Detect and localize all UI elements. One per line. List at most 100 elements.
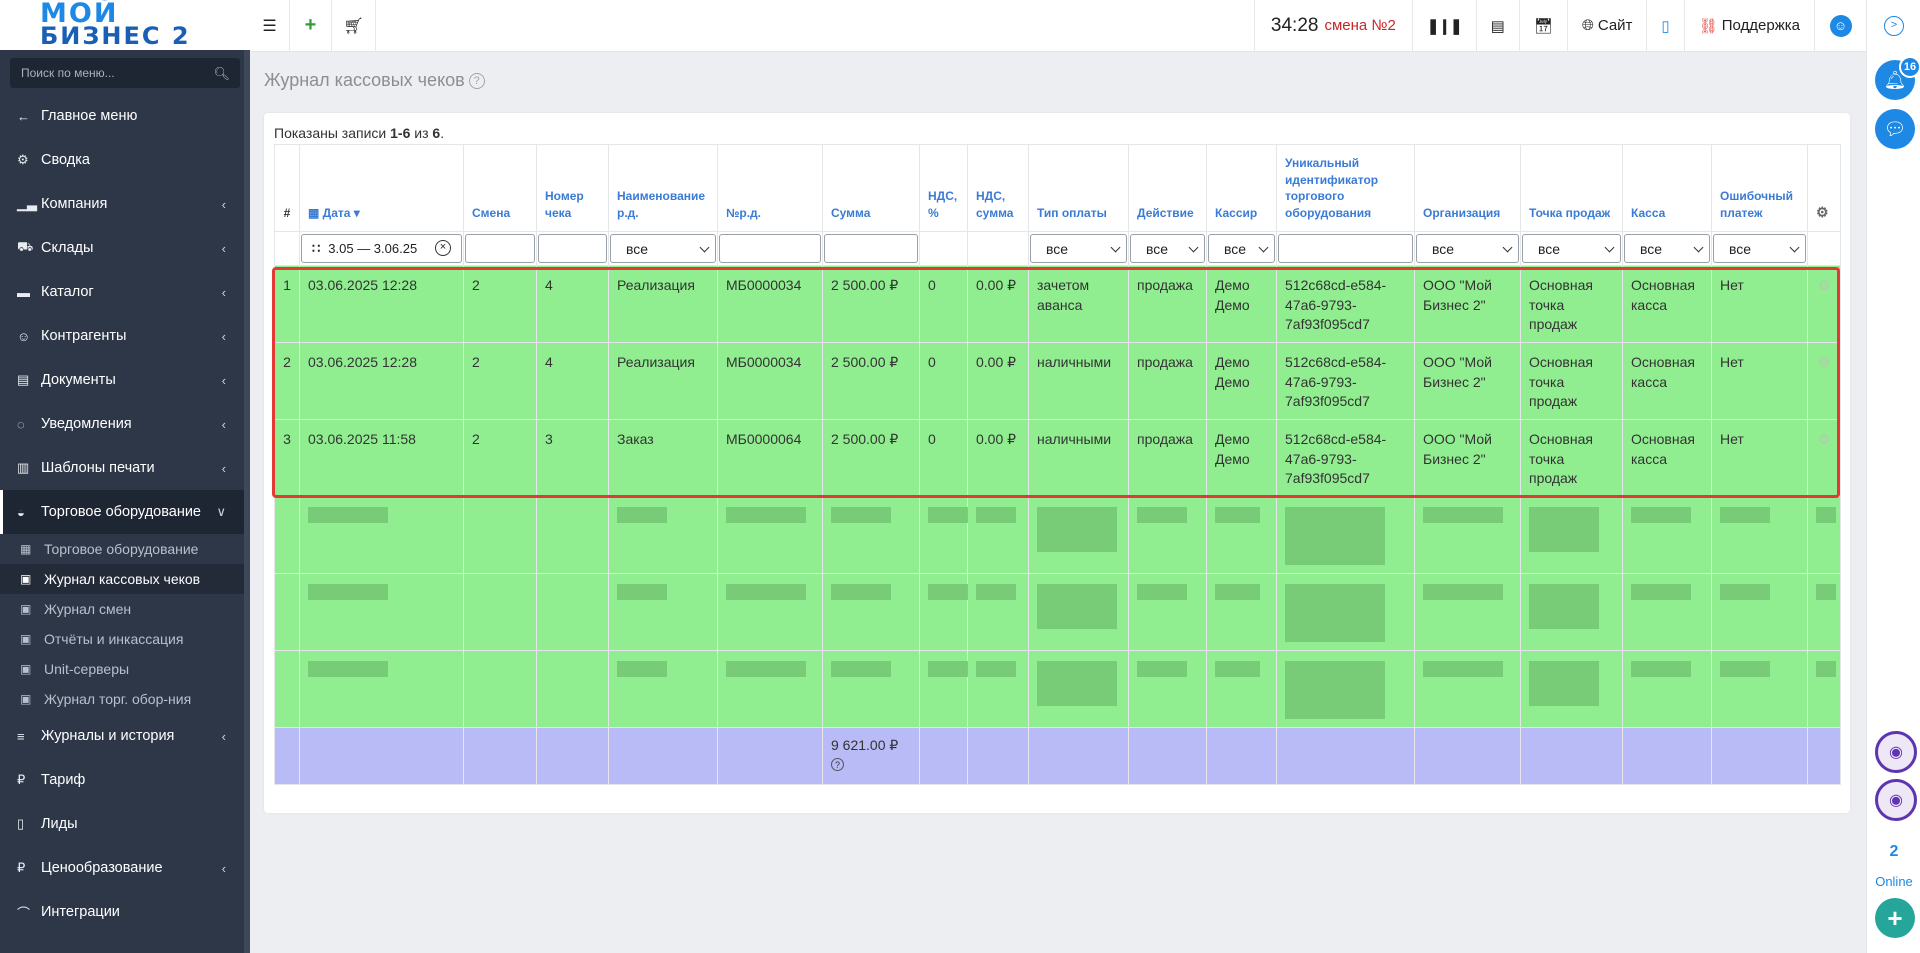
add-button[interactable]: +: [290, 0, 332, 52]
records-summary: Показаны записи 1-6 из 6.: [274, 125, 444, 141]
sidebar-item-3[interactable]: ⛟ Склады ‹: [0, 226, 250, 270]
sidebar-item-1[interactable]: ⚙︎ Сводка: [0, 138, 250, 182]
filter-input-3[interactable]: [538, 234, 607, 263]
row-settings-cell[interactable]: ⚙︎: [1807, 419, 1841, 497]
sidebar-item-3[interactable]: ₽ Ценообразование ‹: [0, 846, 250, 890]
column-header-8[interactable]: НДС, сумма: [967, 144, 1029, 232]
filter-select-10[interactable]: все: [1130, 234, 1205, 263]
blurred-cell: [822, 496, 920, 574]
support-button[interactable]: ⛓ Поддержка: [1683, 0, 1814, 52]
logo[interactable]: МОЙ БИЗНЕС 2: [0, 0, 250, 50]
blurred-cell: [536, 573, 609, 651]
column-header-14[interactable]: Точка продаж: [1520, 144, 1623, 232]
operator-avatar-1[interactable]: ◉: [1875, 731, 1917, 773]
sidebar-item-2[interactable]: ▯ Лиды: [0, 802, 250, 846]
filter-input-6[interactable]: [824, 234, 918, 263]
blurred-content: [1720, 507, 1770, 523]
chat-button[interactable]: 💬︎: [1875, 109, 1915, 149]
column-header-16[interactable]: Ошибочный платеж: [1711, 144, 1808, 232]
expand-panel-button[interactable]: >: [1884, 16, 1904, 36]
sidebar-scrollbar[interactable]: [244, 50, 250, 953]
filter-select-13[interactable]: все: [1416, 234, 1519, 263]
filter-cell-1: ∷ 3.05 — 3.06.25 ×: [299, 231, 464, 266]
filter-input-2[interactable]: [465, 234, 535, 263]
filter-select-9[interactable]: все: [1030, 234, 1127, 263]
sidebar-subitem-3[interactable]: ▣ Отчёты и инкассация: [0, 624, 250, 654]
filter-select-value: все: [1224, 240, 1247, 257]
sidebar-subitem-4[interactable]: ▣ Unit-серверы: [0, 654, 250, 684]
sidebar-item-1[interactable]: ₽ Тариф: [0, 758, 250, 802]
filter-select-14[interactable]: все: [1522, 234, 1621, 263]
cell-vat_pct: 0: [919, 265, 968, 343]
column-header-15[interactable]: Касса: [1622, 144, 1712, 232]
menu-toggle-button[interactable]: ☰: [250, 0, 290, 52]
blurred-cell: [299, 573, 464, 651]
help-icon[interactable]: ?: [831, 758, 844, 771]
money-icon: ▣: [20, 692, 32, 706]
column-header-12[interactable]: Уникальный идентификатор торгового обору…: [1276, 144, 1415, 232]
sidebar-item-0[interactable]: ≡ Журналы и история ‹: [0, 714, 250, 758]
sidebar-item-4[interactable]: ⌒ Интеграции: [0, 890, 250, 934]
sidebar-item-0[interactable]: ← Главное меню: [0, 94, 250, 138]
table-row[interactable]: 2 03.06.2025 12:28 2 4 Реализация МБ0000034 2 …: [274, 342, 1841, 420]
column-settings-header[interactable]: ⚙︎: [1807, 144, 1841, 232]
sidebar-subitem-2[interactable]: ▣ Журнал смен: [0, 594, 250, 624]
cart-button[interactable]: 🛒︎: [332, 0, 376, 52]
sidebar-item-label: Документы: [41, 372, 116, 388]
sidebar-item-7[interactable]: ◌ Уведомления ‹: [0, 402, 250, 446]
sidebar-item-label: Каталог: [41, 284, 94, 300]
barcode-button[interactable]: ❚❙❚: [1411, 0, 1476, 52]
column-header-2[interactable]: Смена: [463, 144, 537, 232]
profile-button[interactable]: ☺: [1814, 0, 1866, 52]
app-button[interactable]: ▯: [1646, 0, 1683, 52]
sidebar-item-6[interactable]: ▤ Документы ‹: [0, 358, 250, 402]
clear-icon[interactable]: ×: [435, 240, 451, 256]
sidebar-item-8[interactable]: ▥ Шаблоны печати ‹: [0, 446, 250, 490]
sidebar-item-label: Лиды: [41, 816, 78, 832]
column-header-3[interactable]: Номер чека: [536, 144, 609, 232]
row-settings-cell[interactable]: ⚙︎: [1807, 342, 1841, 420]
cell-doc_name: Реализация: [608, 265, 718, 343]
filter-input-5[interactable]: [719, 234, 821, 263]
column-header-10[interactable]: Действие: [1128, 144, 1207, 232]
operator-avatar-2[interactable]: ◉: [1875, 779, 1917, 821]
column-header-6[interactable]: Сумма: [822, 144, 920, 232]
filter-select-11[interactable]: все: [1208, 234, 1275, 263]
sidebar-item-2[interactable]: ▁▃ Компания ‹: [0, 182, 250, 226]
sidebar-item-4[interactable]: ▬ Каталог ‹: [0, 270, 250, 314]
summary-total: 6: [432, 125, 441, 141]
help-icon[interactable]: ?: [468, 73, 485, 90]
filter-select-4[interactable]: все: [610, 234, 716, 263]
first-aid-icon: ⛓: [1698, 17, 1718, 35]
sidebar-item-5[interactable]: ☺ Контрагенты ‹: [0, 314, 250, 358]
blurred-content: [928, 661, 968, 677]
calendar-button[interactable]: 📅︎: [1518, 0, 1567, 52]
column-header-4[interactable]: Наименование р.д.: [608, 144, 718, 232]
column-header-9[interactable]: Тип оплаты: [1028, 144, 1129, 232]
column-header-1[interactable]: ▦ Дата ▾: [299, 144, 464, 232]
column-header-7[interactable]: НДС, %: [919, 144, 968, 232]
add-chat-button[interactable]: +: [1875, 898, 1915, 938]
site-button[interactable]: 🌐︎ Сайт: [1566, 0, 1647, 52]
column-header-5[interactable]: №р.д.: [717, 144, 823, 232]
sidebar-subitem-0[interactable]: ▦ Торговое оборудование: [0, 534, 250, 564]
menu-search-input[interactable]: Поиск по меню... 🔍︎: [10, 58, 240, 88]
table-row[interactable]: 3 03.06.2025 11:58 2 3 Заказ МБ0000064 2 500.0…: [274, 419, 1841, 497]
blurred-content: [726, 584, 806, 600]
sidebar-subitem-1[interactable]: ▣ Журнал кассовых чеков: [0, 564, 250, 594]
shift-timer[interactable]: 34:28 смена №2: [1253, 0, 1412, 52]
date-range-filter[interactable]: ∷ 3.05 — 3.06.25 ×: [301, 234, 462, 263]
blurred-cell: [1028, 650, 1129, 728]
column-header-13[interactable]: Организация: [1414, 144, 1521, 232]
sidebar-subitem-5[interactable]: ▣ Журнал торг. обор-ния: [0, 684, 250, 714]
column-header-11[interactable]: Кассир: [1206, 144, 1277, 232]
paperclip-icon: ⌒: [17, 905, 31, 921]
sidebar-item-9[interactable]: ◒ Торговое оборудование ∨: [0, 490, 250, 534]
servers-button[interactable]: ▤: [1475, 0, 1519, 52]
filter-input-12[interactable]: [1278, 234, 1413, 263]
row-settings-cell[interactable]: ⚙︎: [1807, 265, 1841, 343]
table-row[interactable]: 1 03.06.2025 12:28 2 4 Реализация МБ0000034 2 …: [274, 265, 1841, 343]
filter-select-15[interactable]: все: [1624, 234, 1710, 263]
blurred-content: [1631, 584, 1691, 600]
filter-select-16[interactable]: все: [1713, 234, 1806, 263]
